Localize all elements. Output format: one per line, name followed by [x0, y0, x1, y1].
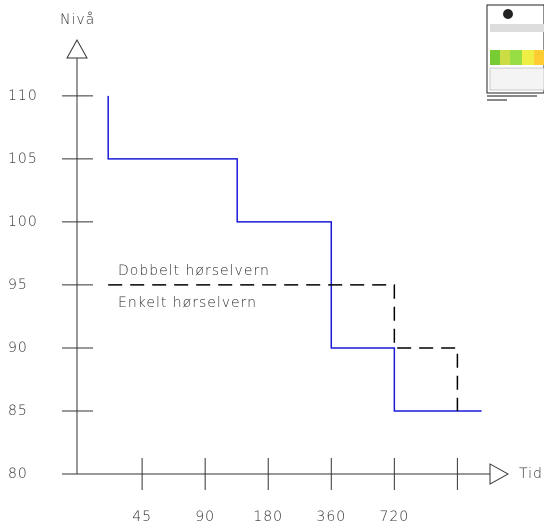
- y-tick-label: 95: [8, 277, 28, 293]
- x-axis-title: Tid: [519, 466, 543, 482]
- chart: Nivå Tid 80 85 90 95 100 105 110 45 90 180 360 720 D…: [0, 0, 544, 525]
- series-label: Dobbelt hørselvern: [118, 263, 270, 279]
- x-tick-label: 90: [195, 509, 215, 525]
- y-axis-title: Nivå: [60, 11, 95, 28]
- x-tick-label: 360: [316, 509, 346, 525]
- y-tick-label: 100: [8, 214, 38, 230]
- y-axis-arrow: [67, 40, 87, 58]
- y-tick-label: 105: [8, 151, 38, 167]
- thumbnail: [487, 5, 544, 101]
- series-label: Enkelt hørselvern: [118, 295, 257, 311]
- y-tick-label: 80: [8, 466, 28, 482]
- y-tick-label: 85: [8, 403, 28, 419]
- y-tick-label: 110: [8, 88, 38, 104]
- x-tick-label: 45: [132, 509, 152, 525]
- x-tick-label: 720: [379, 509, 409, 525]
- y-tick-label: 90: [8, 340, 28, 356]
- series-line: [108, 96, 481, 411]
- x-axis-arrow: [490, 464, 508, 484]
- x-tick-label: 180: [253, 509, 283, 525]
